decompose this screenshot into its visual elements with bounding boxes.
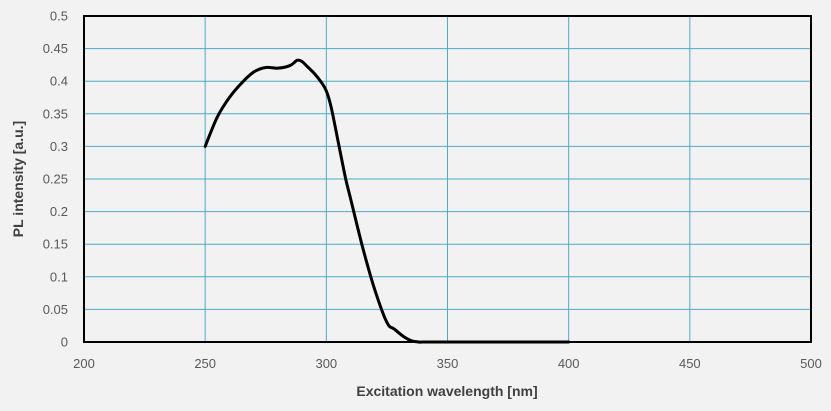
y-axis-title: PL intensity [a.u.] <box>10 121 26 237</box>
x-tick-label: 350 <box>437 356 459 371</box>
y-tick-label: 0.45 <box>43 41 68 56</box>
y-tick-label: 0.05 <box>43 302 68 317</box>
x-axis-title: Excitation wavelength [nm] <box>356 383 537 399</box>
x-tick-label: 200 <box>73 356 95 371</box>
series-layer <box>203 58 571 344</box>
y-tick-label: 0 <box>61 335 68 350</box>
x-tick-label: 300 <box>315 356 337 371</box>
y-tick-label: 0.25 <box>43 172 68 187</box>
y-tick-label: 0.3 <box>50 139 68 154</box>
series-line <box>203 58 571 344</box>
x-tick-label: 400 <box>558 356 580 371</box>
y-tick-labels: 0 0.05 0.1 0.15 0.2 0.25 0.3 0.35 0.4 0.45 0.5 <box>43 9 68 350</box>
y-tick-label: 0.2 <box>50 204 68 219</box>
x-tick-label: 450 <box>679 356 701 371</box>
x-tick-label: 500 <box>800 356 822 371</box>
y-tick-label: 0.4 <box>50 74 68 89</box>
y-tick-label: 0.5 <box>50 9 68 24</box>
y-tick-label: 0.35 <box>43 106 68 121</box>
x-tick-label: 250 <box>194 356 216 371</box>
x-tick-labels: 200 250 300 350 400 450 500 <box>73 356 822 371</box>
y-tick-label: 0.15 <box>43 237 68 252</box>
y-tick-label: 0.1 <box>50 269 68 284</box>
